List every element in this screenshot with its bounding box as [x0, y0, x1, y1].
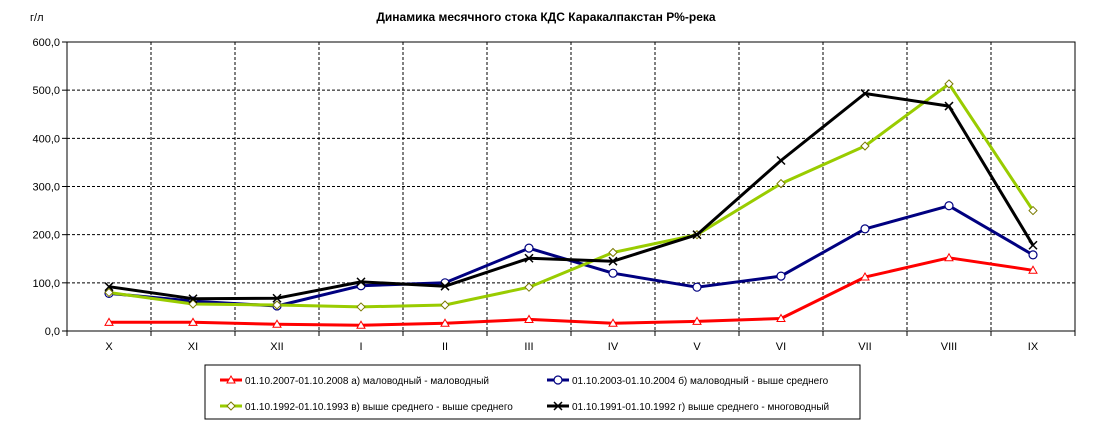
- y-tick-label: 200,0: [32, 230, 60, 242]
- x-marker: [692, 230, 702, 240]
- x-tick-label: VIII: [941, 341, 958, 353]
- circle-marker: [608, 268, 618, 278]
- x-marker: [356, 277, 366, 287]
- legend-item: 01.10.2003-01.10.2004 б) маловодный - вы…: [547, 375, 829, 387]
- x-marker: [188, 294, 198, 304]
- circle-marker: [1028, 250, 1038, 260]
- diamond-marker: [776, 178, 786, 189]
- x-tick-labels: X XI XII I II III IV V VI VII VIII IX: [105, 341, 1039, 353]
- triangle-marker: [356, 320, 366, 329]
- diamond-marker: [608, 247, 618, 258]
- x-marker: [553, 401, 563, 411]
- diamond-marker: [944, 79, 954, 89]
- legend-label: 01.10.2003-01.10.2004 б) маловодный - вы…: [572, 375, 829, 387]
- triangle-marker: [1028, 265, 1038, 274]
- x-marker: [776, 155, 786, 166]
- x-tick-label: V: [693, 341, 701, 353]
- legend: 01.10.2007-01.10.2008 а) маловодный - ма…: [204, 364, 861, 420]
- legend-box: [204, 364, 861, 420]
- series-line: [108, 92, 1035, 301]
- x-tick-label: II: [442, 341, 448, 353]
- legend-item: 01.10.2007-01.10.2008 а) маловодный - ма…: [220, 374, 489, 387]
- y-tick-label: 500,0: [32, 85, 60, 97]
- diamond-marker: [860, 141, 870, 151]
- x-tick-label: VI: [776, 341, 786, 353]
- x-tick-label: X: [105, 341, 113, 353]
- triangle-marker: [524, 314, 534, 323]
- x-marker: [440, 281, 450, 291]
- circle-marker: [553, 375, 563, 385]
- legend-label: 01.10.1991-01.10.1992 г) выше среднего -…: [572, 402, 829, 413]
- triangle-marker: [104, 317, 114, 326]
- triangle-marker: [776, 313, 786, 322]
- legend-label: 01.10.2007-01.10.2008 а) маловодный - ма…: [245, 376, 489, 387]
- chart-title: Динамика месячного стока КДС Каракалпакс…: [376, 10, 716, 24]
- triangle-marker: [226, 374, 236, 384]
- diamond-marker: [356, 302, 366, 312]
- diamond-marker: [188, 299, 198, 309]
- triangle-marker: [944, 252, 954, 262]
- x-marker: [1028, 240, 1038, 250]
- y-axis-label: г/л: [30, 12, 44, 24]
- diamond-marker: [104, 287, 114, 298]
- x-marker: [860, 89, 870, 99]
- circle-marker: [776, 271, 786, 281]
- triangle-marker: [440, 318, 450, 327]
- x-tick-label: IX: [1028, 341, 1039, 353]
- x-tick-label: IV: [608, 341, 619, 353]
- axes: [62, 41, 1076, 336]
- x-tick-label: III: [524, 341, 533, 353]
- triangle-marker: [272, 319, 282, 328]
- x-tick-label: I: [359, 341, 362, 353]
- diamond-marker: [440, 300, 450, 310]
- gridlines: [67, 42, 1075, 331]
- legend-item: 01.10.1991-01.10.1992 г) выше среднего -…: [547, 401, 829, 413]
- x-marker: [608, 256, 618, 266]
- y-tick-label: 300,0: [32, 182, 60, 194]
- triangle-marker: [188, 317, 198, 326]
- y-tick-label: 0,0: [45, 326, 60, 338]
- circle-marker: [692, 282, 702, 292]
- series-line: [109, 256, 1034, 327]
- legend-label: 01.10.1992-01.10.1993 в) выше среднего -…: [245, 402, 513, 413]
- diamond-marker: [524, 282, 534, 292]
- triangle-marker: [692, 316, 702, 325]
- series-4: [104, 89, 1038, 304]
- series-1: [104, 252, 1038, 329]
- triangle-marker: [860, 272, 870, 281]
- diamond-marker: [272, 300, 282, 310]
- x-marker: [524, 253, 534, 263]
- series-line: [108, 204, 1034, 308]
- x-tick-label: XI: [188, 341, 198, 353]
- series-line: [108, 82, 1035, 309]
- diamond-marker: [1028, 205, 1038, 216]
- circle-marker: [524, 243, 534, 253]
- series-layer: [104, 79, 1038, 329]
- x-marker: [944, 101, 954, 111]
- circle-marker: [944, 201, 954, 211]
- circle-marker: [860, 224, 870, 234]
- y-tick-label: 400,0: [32, 133, 60, 145]
- y-tick-label: 100,0: [32, 278, 60, 290]
- y-tick-labels: 0,0 100,0 200,0 300,0 400,0 500,0 600,0: [32, 37, 60, 338]
- y-tick-label: 600,0: [32, 37, 60, 49]
- diamond-marker: [226, 401, 236, 411]
- triangle-marker: [608, 318, 618, 327]
- x-tick-label: VII: [858, 341, 871, 353]
- x-marker: [272, 293, 282, 303]
- x-marker: [104, 282, 114, 292]
- x-tick-label: XII: [270, 341, 283, 353]
- legend-item: 01.10.1992-01.10.1993 в) выше среднего -…: [220, 401, 513, 413]
